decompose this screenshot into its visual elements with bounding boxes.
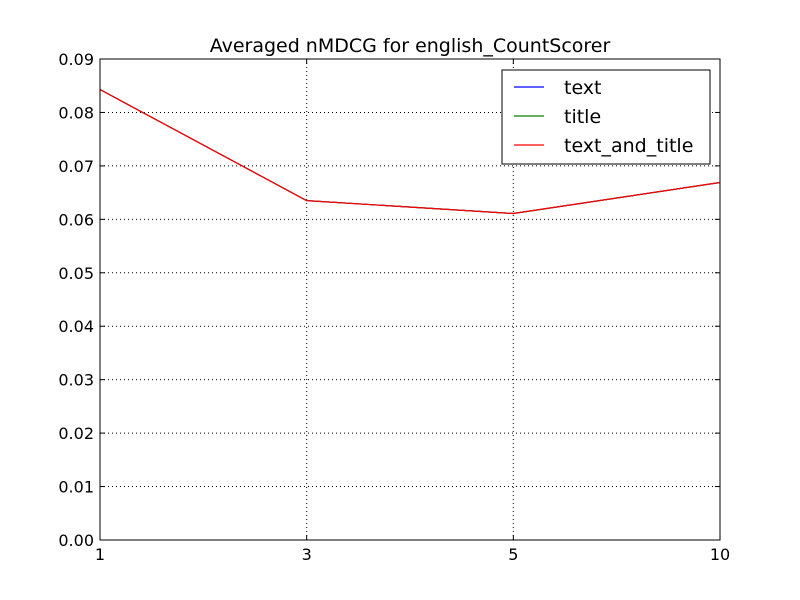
x-axis-ticks: 1 3 5 10 (95, 59, 730, 564)
legend-box (501, 69, 711, 165)
y-tick-label: 0.08 (58, 103, 94, 122)
plot-area-frame (99, 58, 721, 541)
x-tick-label: 3 (302, 545, 312, 564)
x-tick-label: 5 (508, 545, 518, 564)
x-tick-label: 10 (710, 545, 730, 564)
chart-title: Averaged nMDCG for english_CountScorer (210, 35, 611, 57)
y-tick-label: 0.02 (58, 424, 94, 443)
y-tick-label: 0.03 (58, 371, 94, 390)
y-tick-label: 0.05 (58, 264, 94, 283)
y-tick-label: 0.00 (58, 531, 94, 550)
legend-label: title (564, 106, 601, 128)
y-axis-ticks: 0.00 0.01 0.02 0.03 0.04 0.05 0.06 0.07 0.08 0.09 (58, 50, 720, 550)
legend-label: text (564, 77, 602, 99)
y-tick-label: 0.07 (58, 157, 94, 176)
x-tick-label: 1 (95, 545, 105, 564)
y-tick-label: 0.04 (58, 317, 94, 336)
y-tick-label: 0.01 (58, 478, 94, 497)
legend-label: text_and_title (564, 135, 693, 157)
series-lines (99, 88, 721, 215)
legend: text title text_and_title (501, 69, 711, 165)
series-line-text-and-title (99, 88, 721, 215)
y-tick-label: 0.09 (58, 50, 94, 69)
y-tick-label: 0.06 (58, 210, 94, 229)
